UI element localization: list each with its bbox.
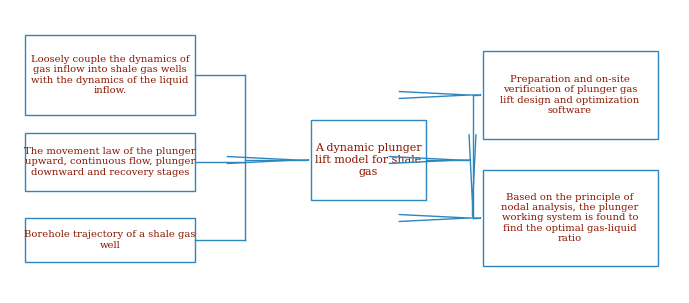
FancyBboxPatch shape [311, 120, 426, 200]
Text: Loosely couple the dynamics of
gas inflow into shale gas wells
with the dynamics: Loosely couple the dynamics of gas inflo… [31, 55, 189, 95]
Text: Borehole trajectory of a shale gas
well: Borehole trajectory of a shale gas well [24, 230, 196, 250]
Text: The movement law of the plunger
upward, continuous flow, plunger
downward and re: The movement law of the plunger upward, … [24, 147, 196, 177]
Text: Based on the principle of
nodal analysis, the plunger
working system is found to: Based on the principle of nodal analysis… [502, 193, 639, 243]
Text: A dynamic plunger
lift model for shale
gas: A dynamic plunger lift model for shale g… [315, 143, 421, 177]
FancyBboxPatch shape [482, 51, 657, 139]
FancyBboxPatch shape [25, 218, 195, 262]
FancyBboxPatch shape [482, 170, 657, 266]
Text: Preparation and on-site
verification of plunger gas
lift design and optimization: Preparation and on-site verification of … [500, 75, 639, 115]
FancyBboxPatch shape [25, 133, 195, 191]
FancyBboxPatch shape [25, 35, 195, 115]
